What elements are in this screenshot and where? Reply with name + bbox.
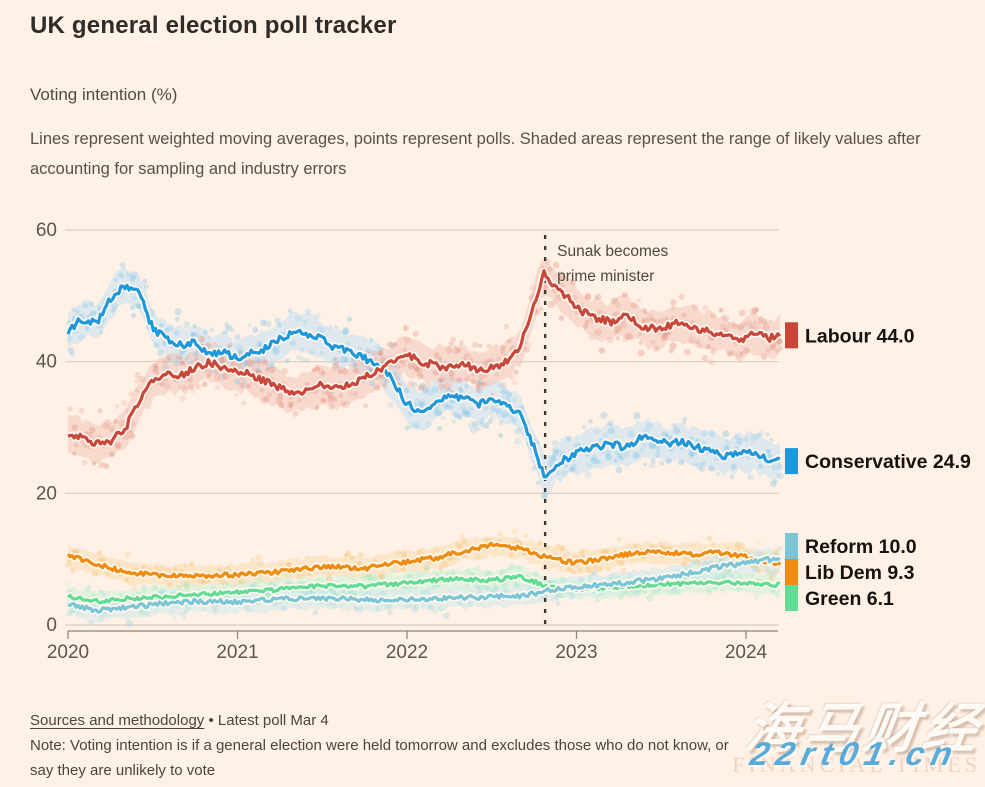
- polls-conservative: [65, 262, 784, 500]
- annotation-sunak: Sunak becomes prime minister: [543, 235, 669, 631]
- svg-text:2024: 2024: [725, 642, 768, 663]
- chart-subtitle: Voting intention (%): [30, 85, 178, 104]
- svg-text:2023: 2023: [555, 642, 597, 663]
- svg-text:Sunak becomes: Sunak becomes: [557, 243, 668, 260]
- legend-swatch-labour: [785, 322, 798, 349]
- chart-footer: Sources and methodology • Latest poll Ma…: [30, 708, 750, 783]
- legend-swatch-conservative: [785, 448, 798, 475]
- line-reform: [67, 555, 781, 614]
- band-conservative: [68, 265, 780, 497]
- svg-text:prime minister: prime minister: [557, 268, 654, 285]
- legend-label-labour: Labour 44.0: [805, 325, 915, 347]
- poll-chart: 0 20 40 60 2020 2021 2022 2023 2024 Sunak becomes…: [36, 220, 971, 663]
- chart-description: Lines represent weighted moving averages…: [30, 130, 921, 178]
- legend: Labour 44.0 Conservative 24.9 Reform 10.0 L…: [785, 322, 971, 611]
- legend-label-conservative: Conservative 24.9: [805, 451, 971, 473]
- watermark-brand-text: 海马财经: [742, 699, 985, 759]
- footer-separator: •: [208, 712, 214, 729]
- line-conservative: [66, 283, 781, 479]
- svg-text:0: 0: [46, 615, 57, 636]
- svg-text:2020: 2020: [47, 642, 89, 663]
- latest-poll-label: Latest poll Mar 4: [217, 712, 329, 729]
- legend-swatch-lib-dem: [785, 559, 798, 585]
- svg-text:2021: 2021: [216, 642, 258, 663]
- footer-source-line: Sources and methodology • Latest poll Ma…: [30, 708, 750, 733]
- page-title: UK general election poll tracker: [30, 12, 397, 39]
- sources-link[interactable]: Sources and methodology: [30, 712, 205, 729]
- line-green: [66, 573, 780, 605]
- chart-area: 0 20 40 60 2020 2021 2022 2023 2024 Sunak becomes…: [0, 210, 985, 675]
- svg-text:40: 40: [36, 352, 57, 373]
- line-labour: [67, 269, 782, 447]
- legend-label-lib-dem: Lib Dem 9.3: [805, 562, 915, 584]
- legend-label-reform: Reform 10.0: [805, 536, 917, 558]
- legend-swatch-green: [785, 585, 798, 611]
- svg-text:60: 60: [36, 220, 57, 241]
- watermark-url-text: 22rt01.cn: [747, 735, 964, 772]
- x-axis: 2020 2021 2022 2023 2024: [47, 630, 778, 663]
- svg-text:20: 20: [36, 483, 57, 504]
- legend-label-green: Green 6.1: [805, 588, 894, 610]
- footer-note: Note: Voting intention is if a general e…: [30, 737, 729, 779]
- legend-swatch-reform: [785, 533, 798, 559]
- svg-text:2022: 2022: [386, 642, 428, 663]
- watermark-ft-text: FINANCIAL TIMES: [732, 752, 981, 777]
- line-lib-dem: [66, 541, 782, 580]
